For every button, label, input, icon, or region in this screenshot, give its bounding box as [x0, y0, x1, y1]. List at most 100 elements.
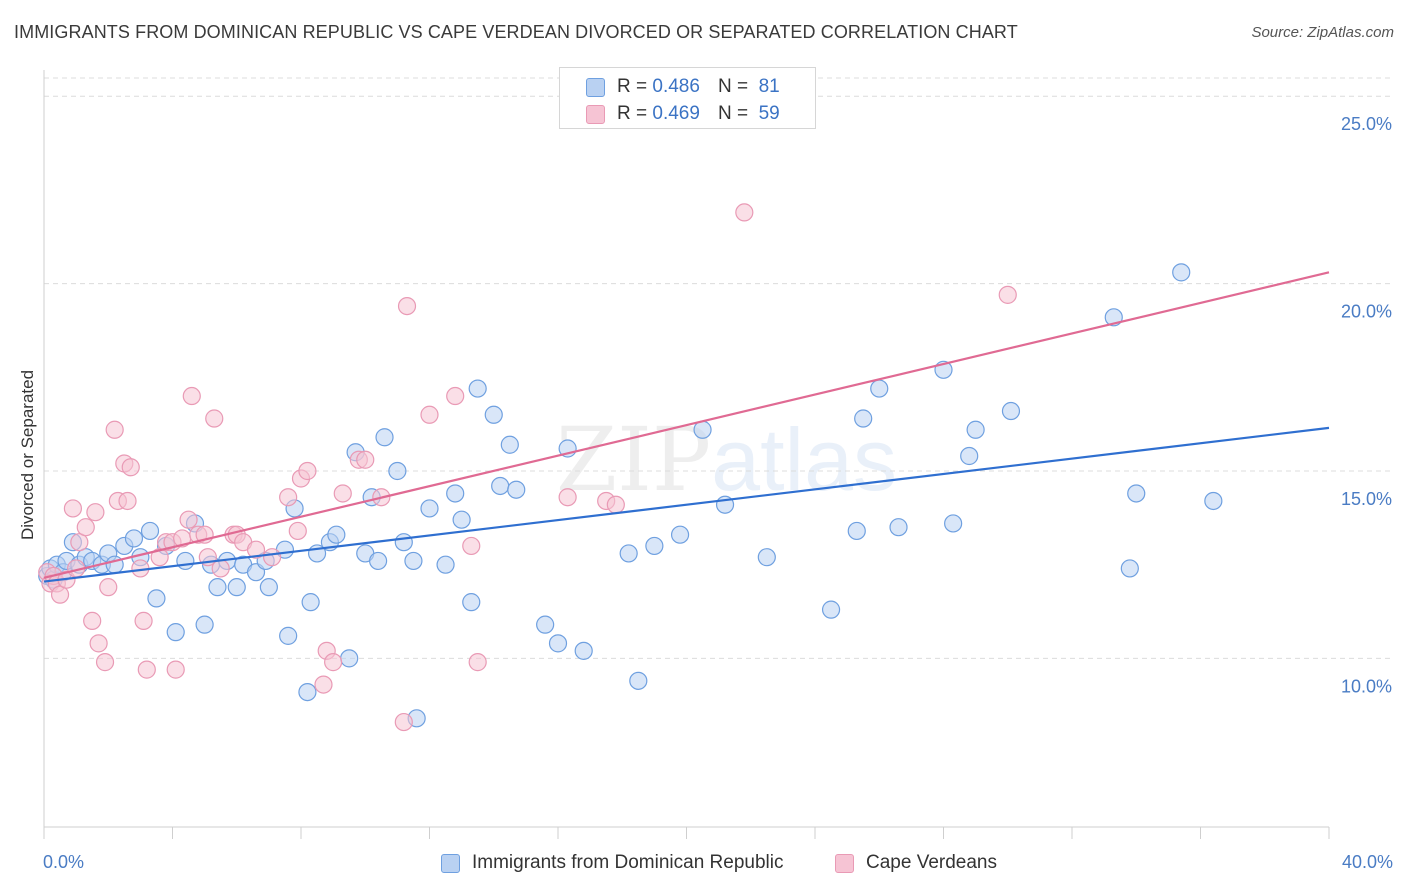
dominican-point [279, 626, 298, 645]
capeverdean-point [356, 450, 375, 469]
n-label: N = [717, 76, 749, 97]
capeverdean-point [262, 548, 282, 567]
dominican-point [757, 548, 776, 567]
chart-title: IMMIGRANTS FROM DOMINICAN REPUBLIC VS CA… [14, 22, 1018, 42]
dominican-point [548, 634, 568, 653]
dominican-point [619, 544, 638, 563]
dominican-point [369, 551, 388, 571]
n-value: 59 [758, 103, 780, 124]
dominican-point [166, 623, 185, 642]
capeverdean-point [182, 386, 201, 406]
capeverdean-point [76, 518, 95, 537]
legend-item-dominican[interactable]: Immigrants from Dominican Republic [441, 852, 784, 874]
r-value: 0.486 [652, 76, 700, 97]
capeverdean-point [89, 634, 108, 653]
legend-row-dominican: R = 0.486 N = 81 [586, 75, 780, 99]
dominican-point [536, 615, 555, 634]
dominican-point [404, 551, 423, 571]
dominican-point [629, 671, 648, 690]
dominican-point [574, 641, 593, 660]
capeverdean-point [397, 296, 417, 316]
dominican-point [847, 521, 866, 541]
capeverdean-point [462, 536, 481, 556]
dominican-point [394, 533, 413, 552]
dominican-point [670, 525, 690, 544]
dominican-point [298, 682, 317, 702]
dominican-point [208, 578, 227, 597]
capeverdean-point [105, 420, 124, 439]
capeverdean-point [333, 484, 352, 503]
capeverdean-point [288, 521, 307, 541]
dominican-point [452, 510, 471, 529]
legend-row-capeverdean: R = 0.469 N = 59 [586, 102, 780, 126]
correlation-legend: R = 0.486 N = 81 R = 0.469 N = 59 [559, 67, 816, 129]
legend-item-capeverdean[interactable]: Cape Verdeans [835, 852, 997, 874]
series-legend: Immigrants from Dominican Republic Cape … [0, 852, 1406, 878]
dominican-point [870, 379, 889, 398]
dominican-point [1120, 559, 1139, 578]
legend-label-capeverdean: Cape Verdeans [866, 852, 997, 873]
dominican-point [259, 578, 278, 597]
axes [43, 70, 1330, 839]
capeverdean-point [134, 611, 153, 630]
dominican-point [693, 420, 712, 439]
dominican-point [889, 518, 908, 537]
capeverdean-point [279, 488, 298, 507]
capeverdean-point [70, 533, 89, 552]
y-tick-label: 20.0% [1341, 302, 1392, 322]
dominican-point [140, 521, 160, 541]
legend-swatch-capeverdean [835, 853, 854, 873]
y-tick-labels: 10.0% 15.0% 20.0% 25.0% [1341, 114, 1392, 696]
capeverdean-point [558, 488, 577, 507]
capeverdean-point [86, 503, 105, 522]
dominican-point [944, 514, 963, 533]
dominican-point [388, 461, 407, 481]
capeverdean-point [179, 510, 198, 529]
dominican-point [966, 420, 985, 439]
legend-swatch-dominican [586, 77, 605, 97]
capeverdean-point [324, 653, 343, 672]
capeverdean-point [137, 660, 156, 679]
capeverdean-trend-line [43, 271, 1330, 579]
y-tick-label: 10.0% [1341, 676, 1392, 696]
capeverdean-point [468, 653, 487, 672]
r-label: R = [617, 103, 648, 124]
dominican-point [462, 593, 481, 612]
capeverdean-point [63, 499, 83, 518]
capeverdean-point [211, 559, 230, 578]
capeverdean-point [735, 203, 754, 222]
y-tick-label: 25.0% [1341, 114, 1392, 134]
dominican-trend-line [43, 426, 1330, 583]
capeverdean-point [205, 409, 224, 428]
capeverdean-point [50, 585, 70, 604]
capeverdean-point [446, 386, 465, 406]
n-label: N = [717, 103, 749, 124]
dominican-point [420, 499, 439, 518]
capeverdean-point [394, 712, 413, 732]
capeverdean-point [118, 491, 137, 511]
dominican-point [645, 536, 664, 556]
dominican-point [468, 379, 487, 398]
legend-label-dominican: Immigrants from Dominican Republic [472, 852, 784, 873]
x-tick-label-max: 40.0% [1341, 852, 1393, 872]
dominican-point [446, 484, 465, 503]
y-tick-label: 15.0% [1341, 489, 1392, 509]
capeverdean-point [998, 285, 1017, 304]
dominican-point [1172, 263, 1191, 282]
n-value: 81 [758, 76, 780, 97]
capeverdean-point [99, 578, 118, 597]
y-axis-label: Divorced or Separated [18, 369, 37, 541]
dominican-point [176, 551, 195, 571]
capeverdean-point [246, 540, 266, 559]
capeverdean-point [121, 458, 140, 477]
legend-swatch-capeverdean [586, 104, 605, 124]
dominican-point [327, 525, 346, 544]
capeverdean-point [314, 675, 333, 694]
dominican-point [340, 649, 359, 668]
dominican-point [507, 480, 526, 499]
capeverdean-point [150, 548, 169, 567]
trend-lines [43, 271, 1330, 583]
dominican-point [491, 476, 510, 496]
dominican-point [960, 446, 979, 466]
